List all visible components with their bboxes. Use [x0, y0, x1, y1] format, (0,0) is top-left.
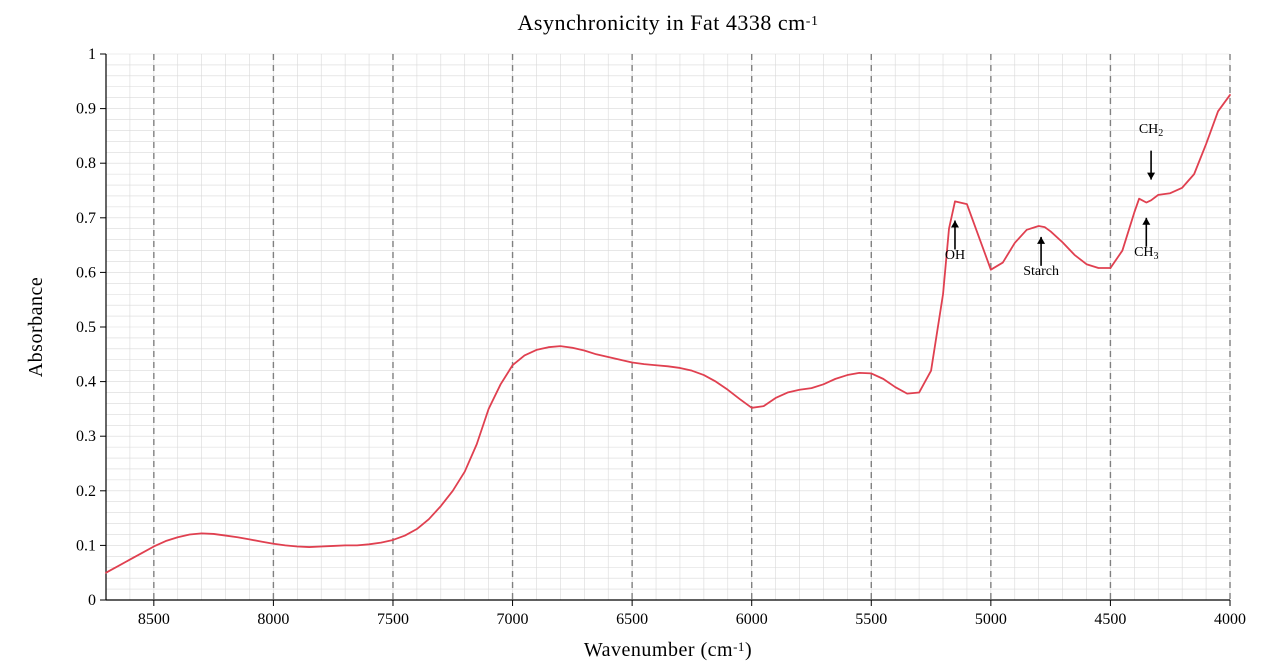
y-tick-label: 0	[88, 592, 96, 609]
x-tick-label: 4000	[1214, 611, 1246, 628]
y-tick-label: 0.9	[76, 101, 96, 118]
y-tick-label: 0.6	[76, 264, 96, 281]
y-tick-label: 0.7	[76, 210, 96, 227]
x-tick-label: 5000	[975, 611, 1007, 628]
y-tick-label: 0.2	[76, 483, 96, 500]
x-tick-label: 8000	[257, 611, 289, 628]
x-axis-label: Wavenumber (cm-1)	[584, 639, 752, 661]
y-tick-label: 0.3	[76, 428, 96, 445]
x-tick-label: 7000	[497, 611, 529, 628]
y-axis-label: Absorbance	[25, 277, 47, 378]
chart-title: Asynchronicity in Fat 4338 cm-1	[518, 10, 819, 35]
spectrum-chart: 0 0.1 0.2 0.3 0.4 0.5 0.6 0.7 0.8 0.9 1 8500 8000 750…	[0, 0, 1280, 671]
y-tick-label: 0.5	[76, 319, 96, 336]
chart-container: 0 0.1 0.2 0.3 0.4 0.5 0.6 0.7 0.8 0.9 1 8500 8000 750…	[0, 0, 1280, 671]
x-tick-label: 8500	[138, 611, 170, 628]
y-tick-label: 0.8	[76, 155, 96, 172]
annotation-label-starch: Starch	[1023, 264, 1059, 279]
x-tick-label: 5500	[855, 611, 887, 628]
y-tick-label: 0.1	[76, 537, 96, 554]
x-tick-label: 4500	[1094, 611, 1126, 628]
x-tick-label: 6500	[616, 611, 648, 628]
y-tick-label: 1	[88, 46, 96, 63]
y-tick-label: 0.4	[76, 374, 96, 391]
x-tick-label: 7500	[377, 611, 409, 628]
x-tick-label: 6000	[736, 611, 768, 628]
annotation-label-oh: OH	[945, 248, 965, 263]
